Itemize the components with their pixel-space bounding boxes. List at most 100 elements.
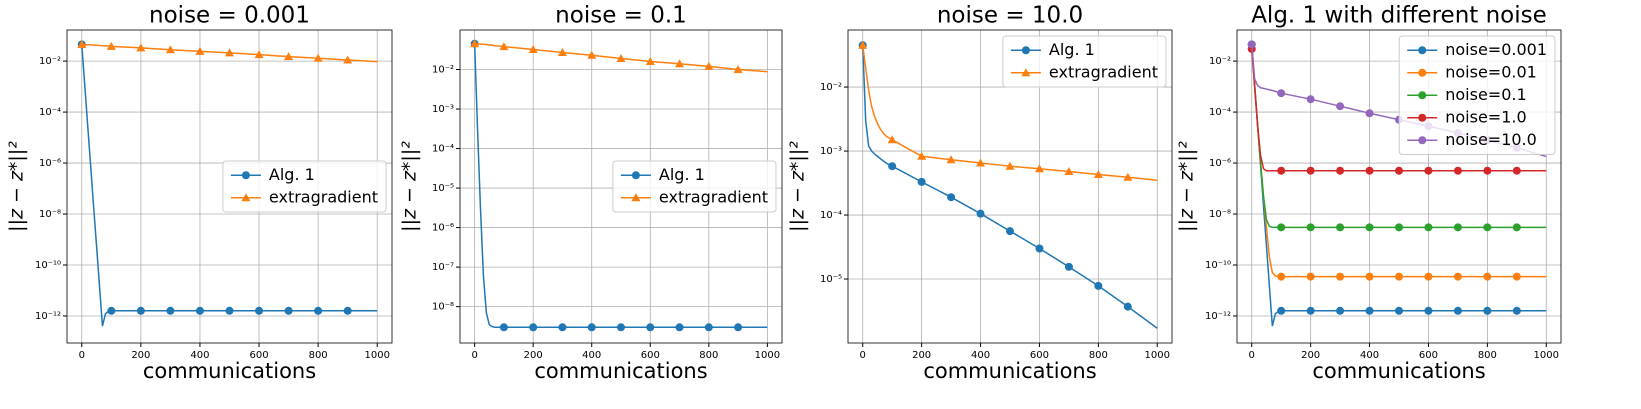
legend-marker	[1418, 46, 1427, 55]
y-axis-label: ||z − z*||²	[1176, 141, 1198, 232]
x-tick-label: 800	[309, 350, 328, 361]
marker	[587, 50, 597, 59]
y-axis-label: ||z − z*||²	[6, 141, 28, 232]
marker	[946, 155, 956, 164]
x-tick-label: 400	[1360, 350, 1379, 361]
marker	[1123, 172, 1133, 181]
legend-marker	[241, 171, 250, 180]
marker	[1336, 272, 1345, 281]
legend-box	[612, 160, 777, 213]
marker	[314, 306, 323, 315]
legend-label: noise=0.01	[1445, 62, 1537, 81]
marker	[704, 61, 714, 70]
x-tick-label: 400	[582, 350, 601, 361]
marker	[1247, 40, 1256, 49]
y-tick-label: 10⁻⁴	[39, 107, 61, 118]
marker	[1365, 306, 1374, 315]
legend-label: Alg. 1	[269, 165, 315, 184]
legend-marker	[631, 193, 641, 202]
chart-title: noise = 10.0	[937, 3, 1083, 29]
x-tick-label: 600	[1419, 350, 1438, 361]
y-tick-label: 10⁻⁸	[1209, 209, 1231, 220]
marker	[646, 323, 655, 332]
y-tick-label: 10⁻¹²	[1205, 311, 1231, 322]
legend-label: Alg. 1	[1049, 40, 1095, 59]
marker	[195, 46, 205, 55]
y-tick-label: 10⁻²	[820, 82, 842, 93]
y-tick-label: 10⁻⁶	[39, 158, 61, 169]
marker	[557, 47, 567, 56]
marker	[1453, 223, 1462, 232]
marker	[166, 306, 175, 315]
y-tick-label: 10⁻⁵	[820, 274, 842, 285]
axes-frame	[847, 29, 1173, 344]
legend: noise=0.001 noise=0.01 noise=0.1 noise=1.0 n…	[1398, 35, 1556, 155]
marker	[917, 177, 926, 186]
x-tick-label: 600	[1030, 350, 1049, 361]
y-tick-label: 10⁻¹²	[35, 311, 61, 322]
x-tick-label: 0	[79, 350, 85, 361]
marker	[1277, 272, 1286, 281]
y-tick-label: 10⁻³	[820, 146, 842, 157]
x-tick-label: 400	[190, 350, 209, 361]
legend-marker	[1418, 136, 1427, 145]
marker	[1094, 281, 1103, 290]
y-tick-label: 10⁻¹⁰	[1205, 260, 1231, 271]
y-tick-label: 10⁻²	[432, 65, 454, 76]
marker	[1395, 272, 1403, 281]
axes-frame	[459, 29, 783, 344]
x-tick-label: 200	[912, 350, 931, 361]
marker	[887, 135, 897, 144]
legend-box	[222, 160, 387, 213]
chart-title: Alg. 1 with different noise	[1251, 3, 1547, 29]
axes-frame	[1236, 29, 1562, 344]
subplot: 0 200 400 600 800 1000 10⁻¹² 10⁻¹⁰ 10⁻⁸ 10⁻⁶ 10⁻⁴ 1…	[1176, 3, 1562, 383]
legend-box	[1002, 35, 1167, 88]
marker	[1483, 166, 1492, 175]
x-tick-label: 0	[471, 350, 477, 361]
marker	[1365, 109, 1374, 118]
legend-marker	[1418, 68, 1427, 77]
marker	[888, 162, 897, 171]
marker	[645, 56, 655, 65]
x-axis-label: communications	[143, 359, 316, 383]
marker	[1365, 166, 1374, 175]
marker	[1306, 306, 1315, 315]
marker	[1093, 170, 1103, 179]
x-tick-label: 1000	[1534, 350, 1559, 361]
y-tick-label: 10⁻²	[1209, 56, 1231, 67]
marker	[529, 323, 538, 332]
x-tick-label: 400	[971, 350, 990, 361]
y-tick-label: 10⁻⁵	[432, 183, 454, 194]
marker	[1064, 262, 1073, 271]
marker	[313, 53, 323, 62]
marker	[1306, 166, 1315, 175]
legend: Alg. 1 extragradient	[612, 160, 777, 213]
x-axis-label: communications	[1312, 359, 1485, 383]
x-tick-label: 200	[524, 350, 543, 361]
legend-marker	[1418, 113, 1427, 122]
marker	[255, 306, 264, 315]
marker	[1453, 166, 1462, 175]
legend-marker	[1021, 46, 1030, 55]
marker	[225, 306, 234, 315]
marker	[917, 151, 927, 160]
y-tick-label: 10⁻⁷	[432, 262, 454, 273]
x-tick-label: 0	[1249, 350, 1255, 361]
legend-label: noise=0.1	[1445, 85, 1526, 104]
marker	[528, 45, 538, 54]
legend-marker	[1021, 68, 1031, 77]
y-tick-label: 10⁻⁴	[432, 144, 454, 155]
legend: Alg. 1 extragradient	[1002, 35, 1167, 88]
marker	[1064, 166, 1074, 175]
y-tick-label: 10⁻⁶	[432, 223, 454, 234]
marker	[616, 54, 626, 63]
marker	[1395, 306, 1403, 315]
marker	[1365, 223, 1374, 232]
legend-label: extragradient	[1049, 62, 1158, 81]
marker	[1035, 244, 1044, 253]
x-tick-label: 200	[131, 350, 150, 361]
legend-label: noise=10.0	[1445, 130, 1537, 149]
marker	[733, 65, 743, 74]
marker	[136, 43, 146, 52]
